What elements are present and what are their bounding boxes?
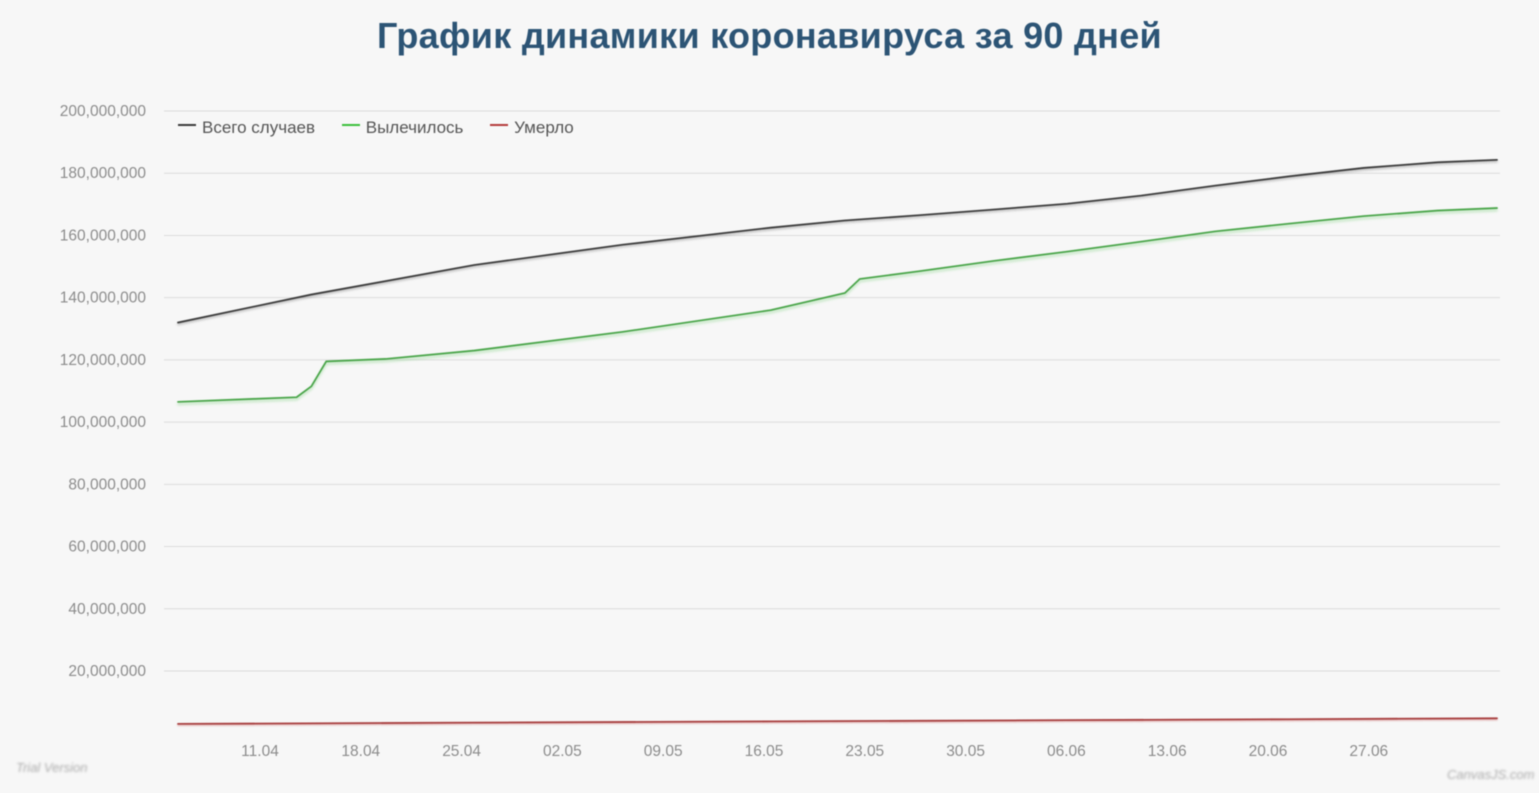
svg-text:27.06: 27.06 [1349,743,1388,760]
svg-text:100,000,000: 100,000,000 [60,414,147,431]
svg-text:140,000,000: 140,000,000 [60,290,147,307]
svg-text:18.04: 18.04 [341,743,380,760]
svg-text:23.05: 23.05 [845,743,884,760]
svg-text:06.06: 06.06 [1047,743,1086,760]
svg-text:30.05: 30.05 [946,743,985,760]
svg-text:16.05: 16.05 [745,743,784,760]
svg-text:80,000,000: 80,000,000 [68,476,146,493]
svg-text:20.06: 20.06 [1249,743,1288,760]
svg-text:160,000,000: 160,000,000 [60,227,147,244]
svg-text:20,000,000: 20,000,000 [68,663,146,680]
svg-text:60,000,000: 60,000,000 [68,539,146,556]
svg-text:13.06: 13.06 [1148,743,1187,760]
svg-text:02.05: 02.05 [543,743,582,760]
svg-text:25.04: 25.04 [442,743,481,760]
svg-text:40,000,000: 40,000,000 [68,601,146,618]
svg-text:200,000,000: 200,000,000 [60,103,147,120]
svg-text:180,000,000: 180,000,000 [60,165,147,182]
svg-text:09.05: 09.05 [644,743,683,760]
svg-text:120,000,000: 120,000,000 [60,352,147,369]
svg-text:11.04: 11.04 [241,743,279,760]
